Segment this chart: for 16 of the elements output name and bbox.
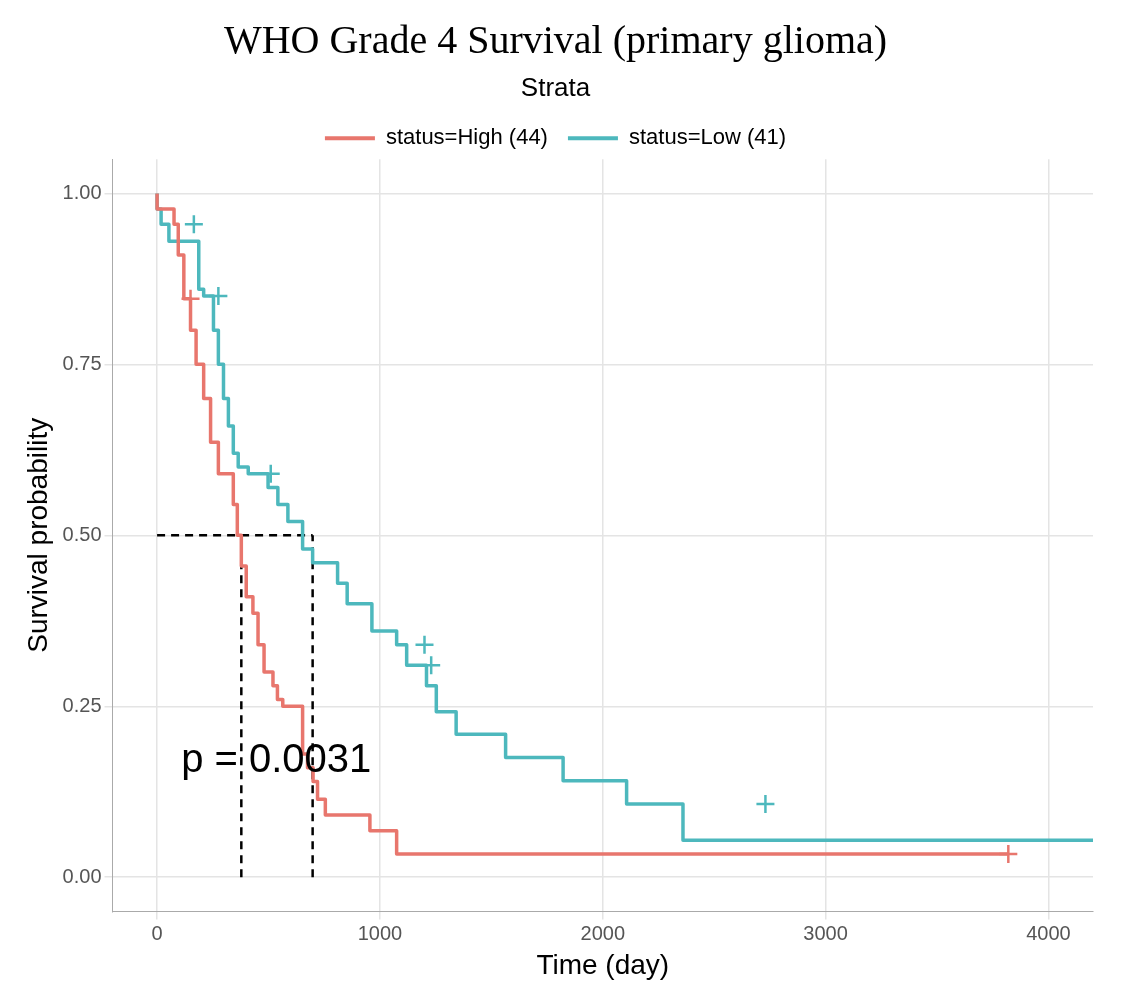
legend-label: status=Low (41): [628, 124, 787, 150]
x-tick-label: 0: [151, 921, 163, 944]
x-tick-label: 1000: [357, 921, 403, 944]
y-axis-title: Survival probability: [21, 417, 53, 653]
x-axis-title: Time (day): [536, 948, 670, 980]
x-tick-label: 4000: [1026, 921, 1071, 944]
y-tick-label: 1.00: [62, 180, 102, 203]
y-tick-label: 0.75: [62, 351, 102, 374]
y-tick-label: 0.25: [62, 693, 102, 716]
x-tick-label: 2000: [580, 921, 626, 944]
x-tick-label: 3000: [803, 921, 848, 944]
y-tick-label: 0.00: [62, 864, 102, 887]
y-tick-label: 0.50: [62, 522, 102, 545]
legend-label: status=High (44): [385, 124, 548, 150]
legend-title: Strata: [520, 72, 591, 103]
chart-title: WHO Grade 4 Survival (primary glioma): [223, 16, 888, 62]
